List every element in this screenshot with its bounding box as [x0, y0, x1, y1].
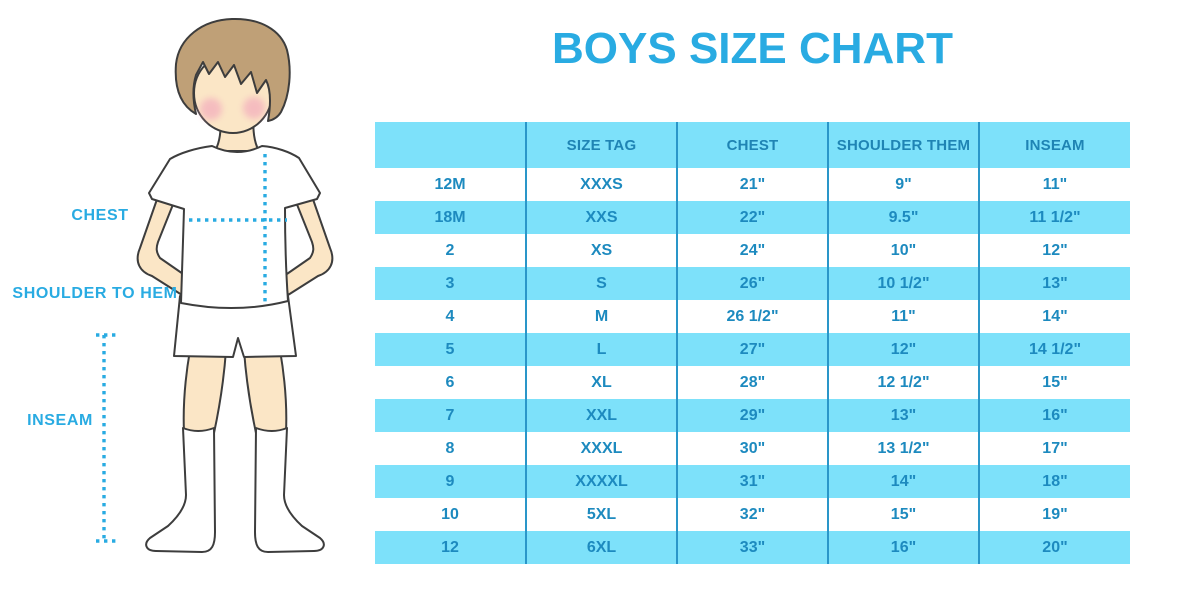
shorts: [173, 295, 297, 358]
cell-age: 7: [375, 399, 526, 432]
cell-size-tag: 6XL: [525, 531, 677, 564]
left-cheek: [200, 98, 222, 120]
table-row: 12M XXXS 21" 9" 11": [375, 168, 1130, 201]
shirt: [148, 145, 321, 310]
cell-age: 6: [375, 366, 526, 399]
table-row: 7 XXL 29" 13" 16": [375, 399, 1130, 432]
cell-inseam: 20": [978, 531, 1130, 564]
table-row: 8 XXXL 30" 13 1/2" 17": [375, 432, 1130, 465]
table-row: 3 S 26" 10 1/2" 13": [375, 267, 1130, 300]
cell-size-tag: XS: [525, 234, 677, 267]
cell-shoulder: 13": [827, 399, 979, 432]
cell-shoulder: 9.5": [827, 201, 979, 234]
cell-shoulder: 16": [827, 531, 979, 564]
cell-inseam: 14 1/2": [978, 333, 1130, 366]
column-header-inseam: INSEAM: [978, 122, 1130, 168]
cell-size-tag: S: [525, 267, 677, 300]
inseam-label: INSEAM: [27, 412, 93, 429]
column-header-age: [375, 122, 526, 168]
cell-inseam: 13": [978, 267, 1130, 300]
cell-age: 3: [375, 267, 526, 300]
cell-shoulder: 14": [827, 465, 979, 498]
right-cheek: [243, 97, 265, 119]
cell-size-tag: XXS: [525, 201, 677, 234]
cell-age: 12M: [375, 168, 526, 201]
cell-shoulder: 9": [827, 168, 979, 201]
cell-size-tag: XXL: [525, 399, 677, 432]
table-row: 6 XL 28" 12 1/2" 15": [375, 366, 1130, 399]
cell-shoulder: 13 1/2": [827, 432, 979, 465]
page-title: BOYS SIZE CHART: [552, 24, 953, 73]
cell-shoulder: 12 1/2": [827, 366, 979, 399]
boy-figure-panel: CHEST SHOULDER TO HEM INSEAM: [0, 0, 380, 600]
cell-chest: 30": [676, 432, 828, 465]
column-header-chest: CHEST: [676, 122, 828, 168]
cell-chest: 22": [676, 201, 828, 234]
cell-size-tag: XXXL: [525, 432, 677, 465]
cell-chest: 28": [676, 366, 828, 399]
table-row: 10 5XL 32" 15" 19": [375, 498, 1130, 531]
cell-chest: 26": [676, 267, 828, 300]
cell-chest: 26 1/2": [676, 300, 828, 333]
table-row: 2 XS 24" 10" 12": [375, 234, 1130, 267]
boy-illustration: [96, 17, 334, 553]
cell-chest: 29": [676, 399, 828, 432]
shoulder-to-hem-label: SHOULDER TO HEM: [12, 285, 178, 302]
chest-label: CHEST: [71, 207, 129, 224]
cell-size-tag: M: [525, 300, 677, 333]
table-row: 12 6XL 33" 16" 20": [375, 531, 1130, 564]
header-row: SIZE TAG CHEST SHOULDER THEM INSEAM: [375, 122, 1130, 168]
table-row: 4 M 26 1/2" 11" 14": [375, 300, 1130, 333]
cell-chest: 21": [676, 168, 828, 201]
table-row: 9 XXXXL 31" 14" 18": [375, 465, 1130, 498]
cell-inseam: 11 1/2": [978, 201, 1130, 234]
cell-shoulder: 12": [827, 333, 979, 366]
cell-chest: 27": [676, 333, 828, 366]
cell-age: 4: [375, 300, 526, 333]
cell-age: 9: [375, 465, 526, 498]
cell-age: 12: [375, 531, 526, 564]
cell-size-tag: L: [525, 333, 677, 366]
cell-chest: 31": [676, 465, 828, 498]
cell-age: 10: [375, 498, 526, 531]
table-row: 18M XXS 22" 9.5" 11 1/2": [375, 201, 1130, 234]
cell-size-tag: XL: [525, 366, 677, 399]
cell-inseam: 11": [978, 168, 1130, 201]
cell-chest: 33": [676, 531, 828, 564]
left-leg: [182, 349, 227, 434]
cell-inseam: 15": [978, 366, 1130, 399]
cell-age: 8: [375, 432, 526, 465]
cell-size-tag: XXXXL: [525, 465, 677, 498]
cell-age: 18M: [375, 201, 526, 234]
cell-size-tag: XXXS: [525, 168, 677, 201]
cell-shoulder: 10 1/2": [827, 267, 979, 300]
size-table-wrap: SIZE TAG CHEST SHOULDER THEM INSEAM 12M …: [375, 122, 1130, 564]
cell-shoulder: 11": [827, 300, 979, 333]
right-leg: [243, 349, 288, 434]
cell-chest: 32": [676, 498, 828, 531]
cell-inseam: 12": [978, 234, 1130, 267]
cell-age: 2: [375, 234, 526, 267]
left-sock: [145, 427, 216, 553]
hair: [174, 17, 291, 122]
cell-inseam: 14": [978, 300, 1130, 333]
cell-shoulder: 10": [827, 234, 979, 267]
cell-inseam: 18": [978, 465, 1130, 498]
right-sock: [254, 427, 325, 553]
cell-shoulder: 15": [827, 498, 979, 531]
column-header-shoulder: SHOULDER THEM: [827, 122, 979, 168]
cell-age: 5: [375, 333, 526, 366]
column-header-size-tag: SIZE TAG: [525, 122, 677, 168]
cell-size-tag: 5XL: [525, 498, 677, 531]
cell-inseam: 19": [978, 498, 1130, 531]
cell-inseam: 16": [978, 399, 1130, 432]
table-row: 5 L 27" 12" 14 1/2": [375, 333, 1130, 366]
cell-chest: 24": [676, 234, 828, 267]
size-table: SIZE TAG CHEST SHOULDER THEM INSEAM 12M …: [375, 122, 1130, 564]
cell-inseam: 17": [978, 432, 1130, 465]
